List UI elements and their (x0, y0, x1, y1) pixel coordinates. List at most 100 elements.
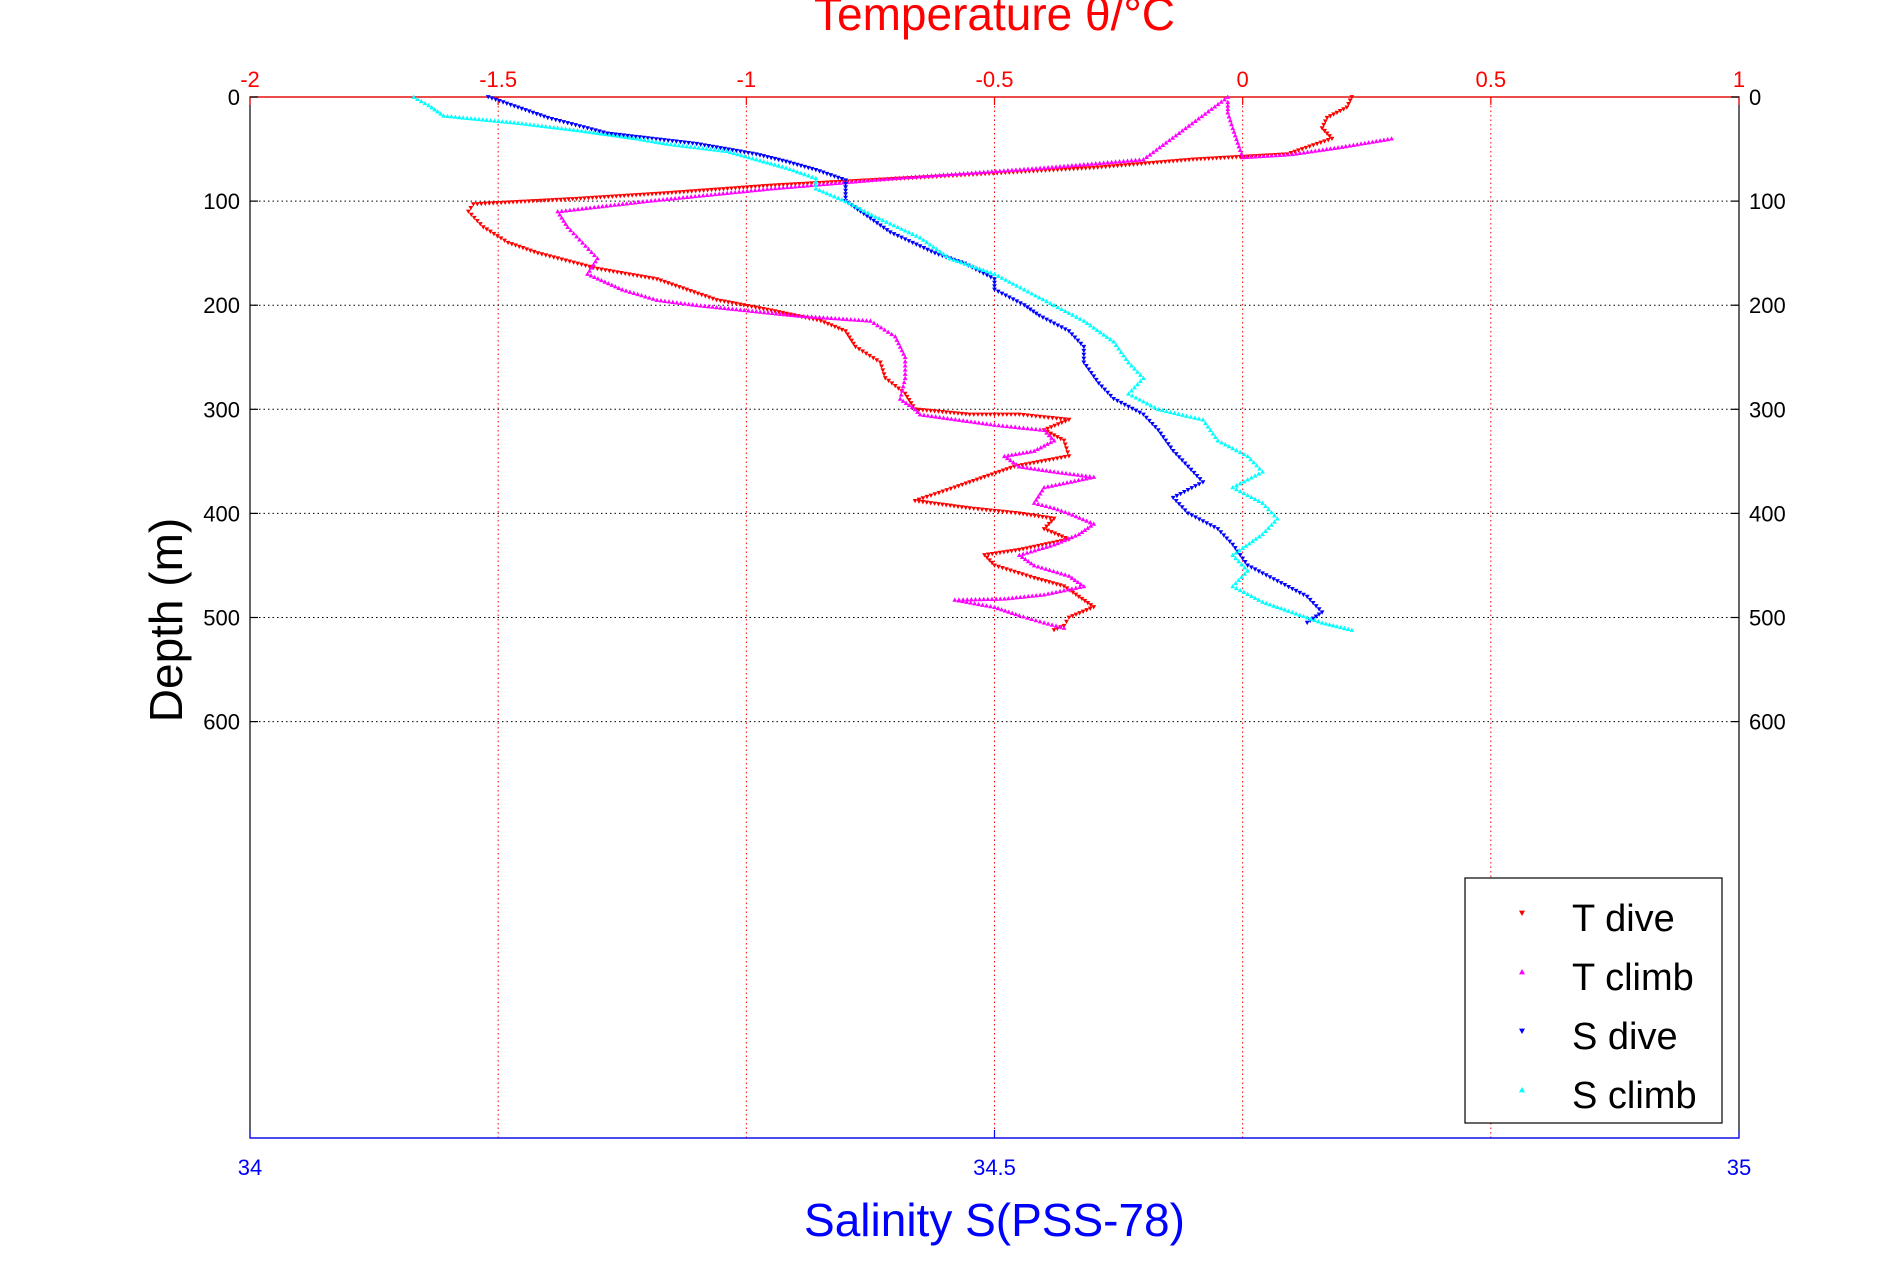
data-point (892, 383, 898, 389)
data-point (1066, 417, 1072, 423)
data-point (733, 301, 739, 307)
tick-label-salinity: 34.5 (973, 1155, 1016, 1180)
data-point (496, 118, 501, 124)
data-point (1245, 568, 1251, 573)
data-point (670, 299, 676, 304)
data-point (706, 304, 712, 309)
data-point (1048, 431, 1054, 436)
data-point (1059, 534, 1065, 539)
data-point (1025, 166, 1031, 171)
data-point (880, 176, 886, 182)
data-point (997, 596, 1003, 601)
data-point (1178, 491, 1184, 497)
data-point (836, 316, 842, 321)
data-point (625, 193, 631, 198)
data-point (884, 219, 889, 224)
data-point (1310, 601, 1316, 606)
data-point (976, 601, 982, 607)
data-point (470, 202, 476, 207)
data-point (650, 276, 656, 281)
tick-label-depth-left: 200 (203, 293, 240, 318)
data-point (798, 170, 804, 175)
data-point (1142, 161, 1148, 166)
data-point (626, 135, 632, 140)
data-point (1115, 163, 1120, 169)
data-point (1254, 463, 1259, 468)
data-point (1234, 447, 1239, 453)
data-point (557, 119, 563, 124)
data-point (1256, 471, 1262, 476)
data-point (710, 304, 715, 309)
data-point (595, 276, 601, 281)
data-point (680, 286, 686, 291)
data-point (828, 181, 834, 186)
data-point (1003, 277, 1009, 282)
data-point (848, 317, 854, 322)
data-point (1040, 514, 1045, 520)
data-point (672, 142, 678, 147)
data-point (813, 175, 819, 181)
data-point (1062, 572, 1068, 577)
data-point (1023, 462, 1029, 467)
data-point (1118, 349, 1124, 354)
data-point (1077, 162, 1083, 167)
data-point (1010, 297, 1016, 302)
data-point (1146, 418, 1152, 424)
data-point (1234, 486, 1239, 492)
data-point (1019, 572, 1025, 577)
data-point (742, 153, 748, 159)
data-point (1193, 484, 1198, 489)
data-point (415, 96, 420, 102)
data-point (1047, 567, 1053, 572)
data-point (1305, 149, 1310, 154)
data-point (1044, 298, 1050, 304)
data-point (600, 130, 606, 135)
data-point (1282, 583, 1288, 588)
data-point (1338, 624, 1344, 630)
data-point (1271, 577, 1277, 582)
data-point (824, 171, 830, 177)
data-point (987, 412, 993, 417)
data-point (516, 244, 522, 250)
data-point (1049, 435, 1054, 440)
data-point (1182, 158, 1188, 163)
data-point (1036, 294, 1042, 300)
data-point (468, 212, 474, 218)
data-point (629, 193, 635, 198)
data-point (1226, 114, 1232, 119)
data-point (1043, 566, 1049, 571)
data-point (694, 302, 700, 308)
data-point (1047, 319, 1053, 324)
data-point (648, 198, 654, 203)
data-point (1047, 543, 1053, 548)
series-s-dive (485, 95, 1325, 626)
data-point (1123, 356, 1129, 361)
data-point (843, 185, 848, 190)
data-point (1032, 548, 1038, 553)
data-point (988, 275, 994, 280)
data-point (1133, 157, 1138, 163)
data-point (1000, 509, 1006, 515)
data-point (843, 178, 848, 183)
data-point (624, 201, 630, 206)
data-point (989, 596, 995, 601)
data-point (868, 177, 874, 183)
data-point (955, 411, 961, 416)
data-point (510, 200, 516, 205)
data-point (1048, 530, 1054, 535)
data-point (1147, 152, 1153, 157)
data-point (836, 326, 841, 331)
data-point (1166, 159, 1172, 164)
data-point (783, 165, 789, 170)
data-point (1139, 161, 1144, 167)
data-point (899, 226, 904, 231)
data-point (531, 249, 537, 255)
data-point (579, 128, 584, 133)
data-point (702, 143, 708, 148)
data-point (1319, 610, 1325, 615)
data-point (936, 252, 942, 257)
data-point (972, 419, 978, 425)
data-point (509, 242, 515, 247)
data-point (1260, 571, 1265, 576)
data-point (1310, 616, 1316, 621)
